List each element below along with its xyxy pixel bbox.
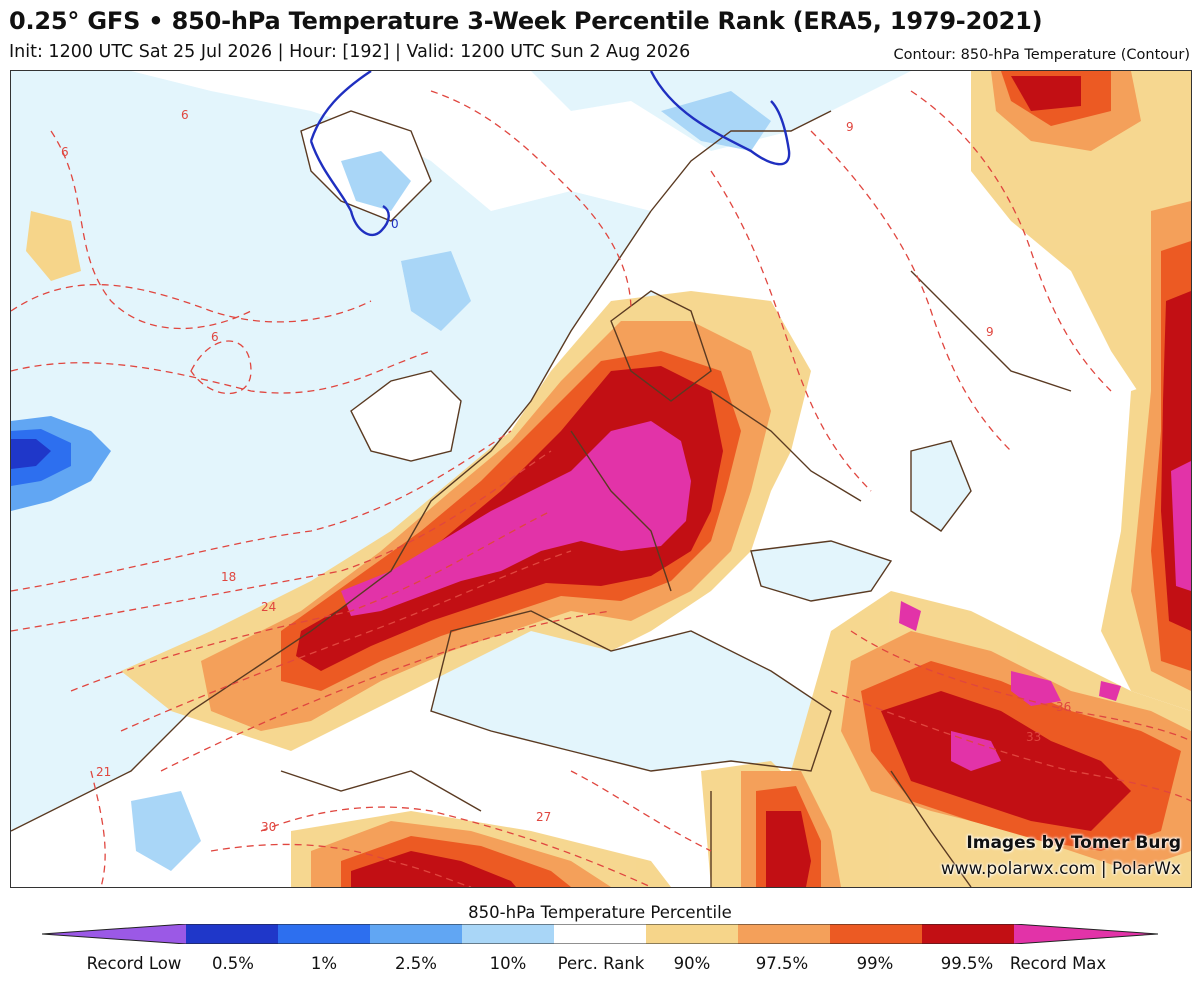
contour-note: Contour: 850-hPa Temperature (Contour) bbox=[893, 47, 1191, 63]
contour-value-labels: 6 6 6 9 18 21 24 27 30 33 36 9 0 bbox=[61, 108, 1071, 834]
scale-label: Perc. Rank bbox=[557, 954, 645, 973]
contour-label: 6 bbox=[181, 108, 189, 122]
contour-label: 0 bbox=[391, 217, 399, 231]
contour-label: 24 bbox=[261, 600, 276, 614]
contour-label: 6 bbox=[211, 330, 219, 344]
scale-label: 99.5% bbox=[940, 954, 994, 973]
scale-label: 90% bbox=[673, 954, 711, 973]
credit-author: Images by Tomer Burg bbox=[966, 833, 1181, 853]
temperature-contours bbox=[11, 90, 1191, 887]
color-scale-segment bbox=[42, 924, 186, 944]
color-scale-segment bbox=[278, 924, 370, 944]
contour-label: 18 bbox=[221, 570, 236, 584]
color-scale-segment bbox=[186, 924, 278, 944]
map-panel[interactable]: 6 6 6 9 18 21 24 27 30 33 36 9 0 Images … bbox=[10, 70, 1192, 888]
contour-label: 33 bbox=[1026, 730, 1041, 744]
contour-label: 27 bbox=[536, 810, 551, 824]
scale-label: 99% bbox=[856, 954, 894, 973]
contour-label: 30 bbox=[261, 820, 276, 834]
credit-website[interactable]: www.polarwx.com | PolarWx bbox=[940, 859, 1181, 879]
color-scale-segment bbox=[738, 924, 830, 944]
scale-label: 10% bbox=[489, 954, 527, 973]
coastlines bbox=[11, 110, 1072, 887]
contour-label: 9 bbox=[846, 120, 854, 134]
scale-label: 1% bbox=[310, 954, 338, 973]
shading-below-normal bbox=[11, 91, 771, 871]
contour-label: 36 bbox=[1056, 700, 1071, 714]
legend-title: 850-hPa Temperature Percentile bbox=[468, 903, 732, 922]
color-scale-bar bbox=[42, 924, 1158, 944]
scale-label: 0.5% bbox=[212, 954, 254, 973]
color-scale-segment bbox=[830, 924, 922, 944]
color-scale-segment bbox=[462, 924, 554, 944]
color-scale-segment bbox=[370, 924, 462, 944]
color-scale-segment bbox=[554, 924, 646, 944]
scale-label-record-low: Record Low bbox=[86, 954, 182, 973]
contour-label: 9 bbox=[986, 325, 994, 339]
color-scale-segment bbox=[1014, 924, 1158, 944]
shading-record-max bbox=[341, 421, 1191, 771]
contour-label: 21 bbox=[96, 765, 111, 779]
scale-label-record-max: Record Max bbox=[1009, 954, 1107, 973]
scale-label: 2.5% bbox=[395, 954, 437, 973]
color-scale-segment bbox=[646, 924, 738, 944]
map-canvas: 6 6 6 9 18 21 24 27 30 33 36 9 0 bbox=[11, 71, 1191, 887]
map-subtitle: Init: 1200 UTC Sat 25 Jul 2026 | Hour: [… bbox=[9, 42, 691, 62]
contour-label: 6 bbox=[61, 145, 69, 159]
color-scale-segment bbox=[922, 924, 1014, 944]
zero-degree-contour bbox=[309, 71, 791, 237]
scale-label: 97.5% bbox=[755, 954, 809, 973]
map-title: 0.25° GFS • 850-hPa Temperature 3-Week P… bbox=[9, 7, 1043, 35]
color-scale-labels: Record Low 0.5% 1% 2.5% 10% Perc. Rank 9… bbox=[0, 954, 1200, 978]
